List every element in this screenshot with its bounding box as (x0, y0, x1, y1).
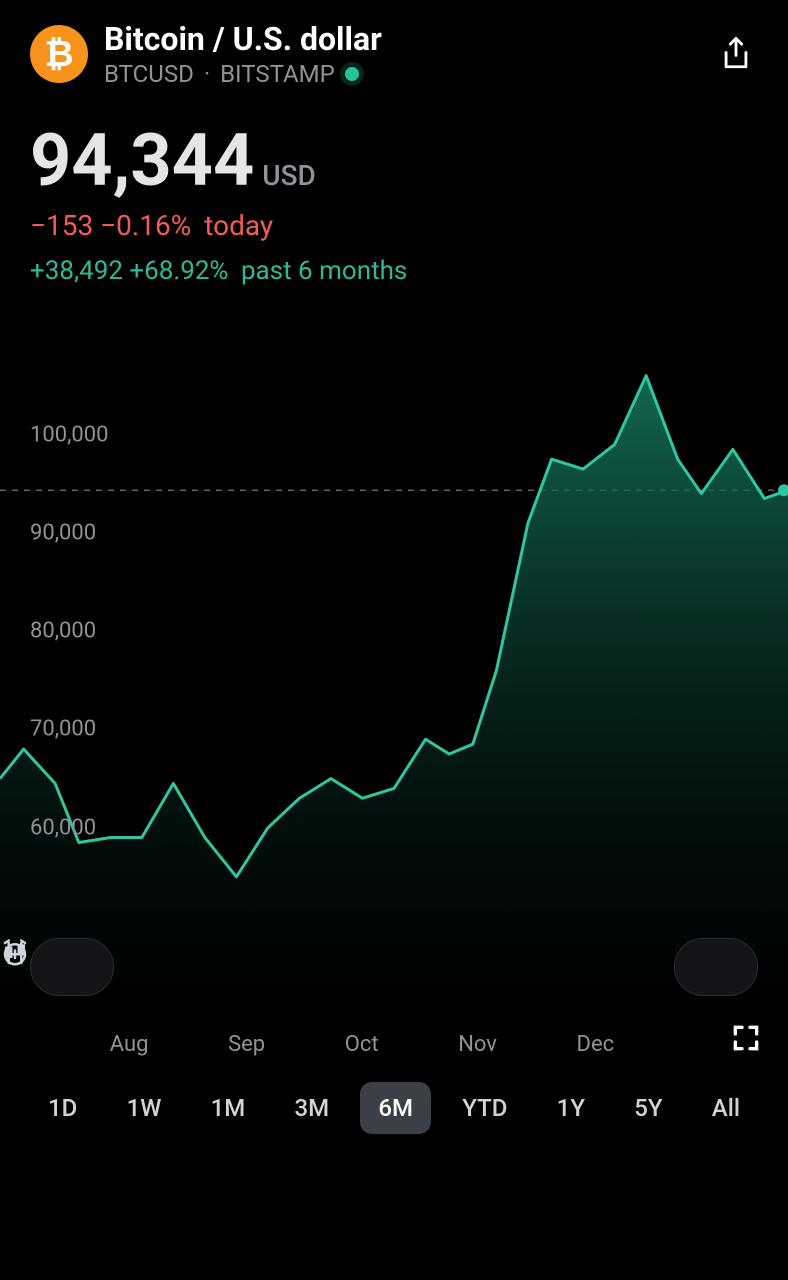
bitcoin-icon: ₿ (30, 25, 88, 83)
pair-title: Bitcoin / U.S. dollar (104, 20, 698, 58)
change-period: +38,492 +68.92% past 6 months (30, 256, 758, 286)
price-row: 94,344 USD (30, 118, 758, 203)
x-axis-label: Dec (577, 1032, 615, 1057)
header-bar: ₿ Bitcoin / U.S. dollar BTCUSD · BITSTAM… (0, 0, 788, 98)
x-axis-label: Nov (458, 1032, 497, 1057)
fullscreen-button[interactable] (724, 1016, 768, 1060)
xaxis-row: Aug Sep Oct Nov Dec (0, 1016, 788, 1060)
change-period-label: past 6 months (241, 256, 407, 286)
range-5y[interactable]: 5Y (616, 1082, 680, 1134)
alert-button[interactable] (30, 938, 114, 996)
change-today-label: today (204, 209, 273, 242)
range-1m[interactable]: 1M (193, 1082, 264, 1134)
market-status-dot (345, 67, 359, 81)
y-axis-label: 70,000 (30, 717, 96, 742)
x-axis-label: Oct (345, 1032, 379, 1057)
candlestick-icon (0, 938, 30, 968)
ticker-symbol: BTCUSD (104, 60, 194, 88)
chart-actions (0, 938, 788, 1016)
exchange-name: BITSTAMP (220, 60, 335, 88)
range-6m[interactable]: 6M (360, 1082, 431, 1134)
price-block: 94,344 USD −153 −0.16% today +38,492 +68… (0, 98, 788, 286)
x-axis-label: Sep (228, 1032, 265, 1057)
time-range-selector: 1D 1W1M3M6MYTD 1Y5Y All (0, 1060, 788, 1134)
range-all[interactable]: All (694, 1082, 758, 1134)
price-chart[interactable]: 60,000 70,000 80,000 90,000 100,000 (0, 346, 788, 1016)
share-button[interactable] (714, 32, 758, 76)
range-1y[interactable]: 1Y (539, 1082, 603, 1134)
price-currency: USD (262, 159, 316, 192)
y-axis-label: 60,000 (30, 815, 96, 840)
x-axis-label: Aug (110, 1032, 149, 1057)
y-axis-label: 100,000 (30, 422, 109, 447)
range-1w[interactable]: 1W (109, 1082, 180, 1134)
x-axis-labels: Aug Sep Oct Nov Dec (0, 1020, 724, 1057)
ticker-subtitle: BTCUSD · BITSTAMP (104, 60, 698, 88)
title-block: Bitcoin / U.S. dollar BTCUSD · BITSTAMP (104, 20, 698, 88)
expand-icon (730, 1022, 762, 1054)
chart-type-button[interactable] (674, 938, 758, 996)
y-axis-label: 90,000 (30, 520, 96, 545)
separator-dot: · (204, 60, 210, 88)
share-icon (719, 35, 753, 73)
range-3m[interactable]: 3M (276, 1082, 347, 1134)
change-period-value: +38,492 +68.92% (30, 256, 228, 286)
range-1d[interactable]: 1D (30, 1082, 95, 1134)
coin-symbol: ₿ (44, 33, 73, 75)
change-today-value: −153 −0.16% (30, 209, 191, 242)
range-ytd[interactable]: YTD (444, 1082, 525, 1134)
change-today: −153 −0.16% today (30, 209, 758, 242)
price-value: 94,344 (30, 118, 254, 203)
chart-svg (0, 346, 788, 1016)
y-axis-label: 80,000 (30, 619, 96, 644)
